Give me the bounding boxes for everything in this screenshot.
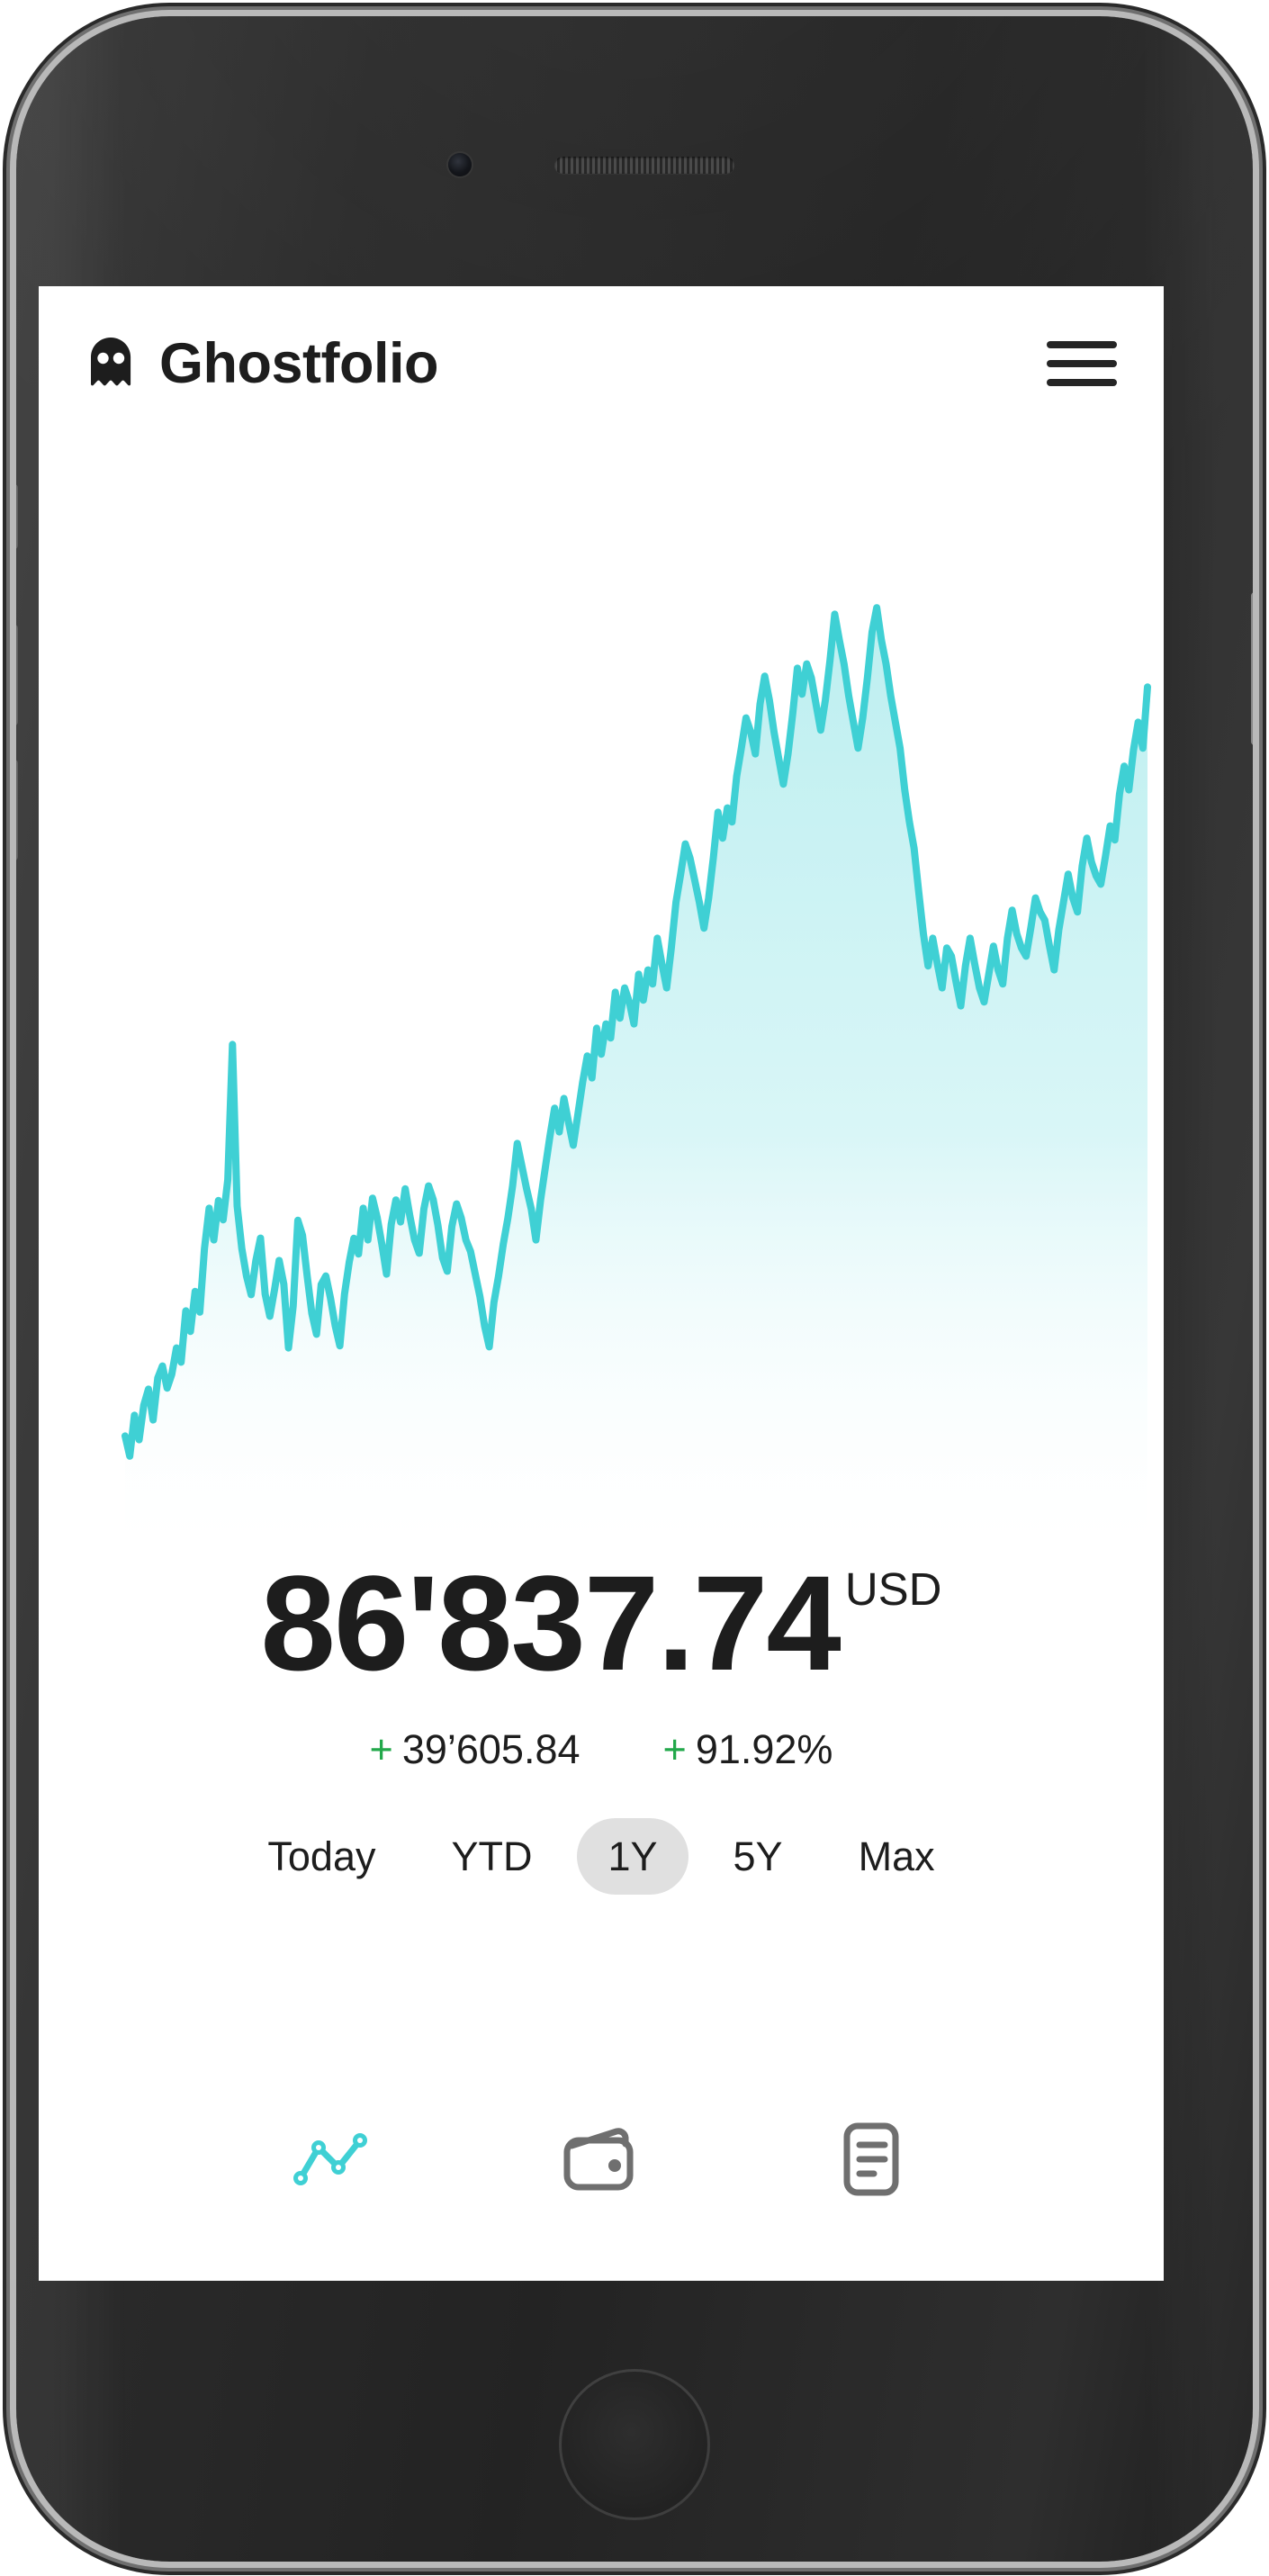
- absolute-change-sign: +: [369, 1726, 393, 1772]
- portfolio-currency: USD: [844, 1563, 942, 1615]
- range-tab-5y[interactable]: 5Y: [703, 1818, 814, 1895]
- absolute-change: +39’605.84: [370, 1726, 580, 1773]
- portfolio-amount: 86'837.74: [260, 1547, 842, 1698]
- range-tab-1y[interactable]: 1Y: [577, 1818, 688, 1895]
- percent-change-sign: +: [662, 1726, 687, 1772]
- hamburger-bar: [1047, 379, 1117, 386]
- brand-logo[interactable]: Ghostfolio: [82, 335, 438, 392]
- power-button[interactable]: [1251, 592, 1253, 745]
- hamburger-menu-icon[interactable]: [1047, 336, 1117, 392]
- date-range-tabs: Today YTD 1Y 5Y Max: [39, 1818, 1164, 1895]
- sensor-row: [16, 151, 1253, 187]
- home-button[interactable]: [559, 2369, 710, 2520]
- portfolio-chart[interactable]: [39, 441, 1164, 1566]
- absolute-change-value: 39’605.84: [401, 1726, 580, 1772]
- phone-screen: Ghostfolio: [39, 286, 1164, 2281]
- nav-item-portfolio[interactable]: [547, 2118, 655, 2201]
- portfolio-value-block: 86'837.74 USD +39’605.84 +91.92%: [39, 1555, 1164, 1773]
- wallet-icon: [563, 2128, 634, 2191]
- analytics-icon: [293, 2133, 367, 2185]
- hamburger-bar: [1047, 360, 1117, 367]
- percent-change: +91.92%: [663, 1726, 833, 1773]
- nav-item-activities[interactable]: [817, 2118, 925, 2201]
- front-camera-icon: [448, 153, 472, 176]
- mute-switch[interactable]: [16, 484, 18, 549]
- app-header: Ghostfolio: [39, 286, 1164, 441]
- phone-frame: Ghostfolio: [16, 16, 1253, 2562]
- portfolio-chart-svg: [122, 604, 1151, 1566]
- ghost-icon: [91, 338, 131, 386]
- hamburger-bar: [1047, 341, 1117, 348]
- portfolio-value: 86'837.74 USD: [261, 1555, 942, 1690]
- range-tab-max[interactable]: Max: [828, 1818, 966, 1895]
- document-icon: [843, 2122, 899, 2196]
- percent-change-value: 91.92%: [695, 1726, 833, 1772]
- chart-plot: [122, 604, 1151, 1566]
- brand-name: Ghostfolio: [159, 331, 438, 395]
- earpiece-speaker-icon: [554, 157, 734, 174]
- range-tab-today[interactable]: Today: [237, 1818, 406, 1895]
- nav-item-overview[interactable]: [277, 2118, 385, 2201]
- portfolio-change-row: +39’605.84 +91.92%: [39, 1726, 1164, 1773]
- volume-up-button[interactable]: [16, 625, 18, 725]
- volume-down-button[interactable]: [16, 760, 18, 860]
- bottom-navigation: [39, 2074, 1164, 2281]
- content-spacer: [39, 1895, 1164, 2074]
- range-tab-ytd[interactable]: YTD: [420, 1818, 562, 1895]
